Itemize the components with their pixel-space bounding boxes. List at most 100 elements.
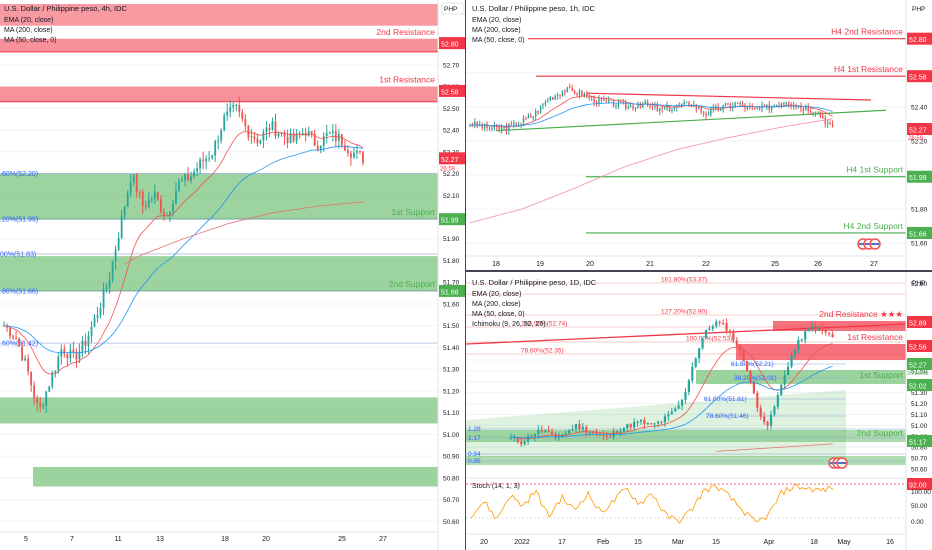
candle (581, 89, 583, 97)
chart-1h[interactable]: H4 2nd Resistance H4 1st Resistance H4 1st… (466, 0, 932, 270)
candle (510, 120, 513, 126)
price-tick: 51.50 (443, 323, 460, 330)
ema-20-line (3, 270, 128, 375)
price-tick: 51.50 (911, 368, 928, 375)
x-tick: 27 (379, 536, 387, 543)
x-tick: Mar (672, 539, 685, 546)
candle (144, 200, 147, 211)
candle (710, 106, 712, 118)
price-tick: 51.30 (911, 390, 928, 397)
event-flag-icon[interactable] (857, 238, 881, 250)
price-tick: 52.40 (911, 104, 928, 111)
candle (556, 92, 559, 100)
event-flag-icon[interactable] (828, 457, 848, 469)
price-tick: 52.20 (443, 171, 460, 178)
stoch-k-line (470, 483, 834, 524)
svg-text:51.66: 51.66 (909, 231, 927, 238)
candle (744, 102, 746, 113)
candle (742, 348, 745, 362)
candle (643, 417, 646, 429)
candle (646, 422, 649, 426)
chart-1d[interactable]: 161.80%(53.37) 127.20%(52.90) 100.00%(52.7… (466, 272, 932, 550)
candle (108, 271, 111, 294)
candle (337, 129, 340, 149)
candle (479, 120, 481, 127)
price-tick: 51.70 (443, 280, 460, 287)
chart-4h[interactable]: 2nd Resistance 1st Resistance 1st Support 2… (0, 0, 465, 270)
candle (650, 422, 653, 425)
candle (544, 99, 547, 107)
candle (824, 115, 826, 128)
candle (12, 334, 14, 341)
candle (120, 209, 123, 240)
chart-svg[interactable]: H4 2nd Resistance H4 1st Resistance H4 1st… (466, 0, 932, 270)
candle (554, 94, 556, 101)
price-tick: 50.90 (443, 454, 460, 461)
zone (0, 38, 438, 52)
fib-label: 1.17 (468, 435, 481, 442)
candle (773, 404, 776, 417)
candle (6, 323, 8, 332)
candle (728, 328, 732, 337)
candle (280, 132, 283, 137)
candle (634, 107, 637, 112)
candle (788, 100, 790, 108)
candle (471, 122, 474, 127)
candle (812, 111, 814, 117)
candle (817, 111, 819, 114)
zone-label: 1st Support (392, 207, 436, 217)
indicator-label: MA (50, close, 0) (472, 37, 525, 44)
candle (561, 90, 564, 97)
candle (569, 83, 571, 89)
candle (483, 123, 486, 132)
candle (732, 329, 735, 344)
level-label: H4 2nd Resistance (831, 27, 903, 37)
candle (763, 412, 766, 425)
candle (513, 119, 515, 128)
candle (196, 162, 198, 176)
candle (42, 403, 45, 410)
candle (566, 86, 569, 93)
price-tick: 52.70 (443, 62, 460, 69)
fib-label: 0.94 (468, 451, 481, 458)
x-tick: 26 (814, 261, 822, 268)
candle (741, 100, 744, 106)
candle (350, 150, 352, 166)
candle (69, 343, 72, 363)
candle (708, 325, 711, 331)
candle (578, 420, 581, 433)
candle (474, 118, 476, 129)
chart-svg[interactable]: 161.80%(53.37) 127.20%(52.90) 100.00%(52.7… (466, 272, 932, 550)
candle (663, 106, 666, 110)
svg-text:51.66: 51.66 (441, 289, 459, 296)
candle (232, 102, 235, 113)
candle (802, 106, 805, 115)
ma-200-line (469, 118, 833, 224)
trendline (466, 323, 907, 345)
fib-label: 100.00%(52.53) (686, 336, 732, 343)
price-tag: 51.66 (907, 226, 932, 239)
candle (520, 438, 523, 448)
candle (626, 423, 629, 432)
candle (756, 390, 759, 413)
candle (547, 425, 550, 433)
candle (637, 101, 639, 109)
candle (505, 122, 508, 135)
candle (668, 105, 671, 113)
candle (831, 120, 834, 128)
candle (325, 124, 328, 144)
candle (547, 97, 549, 104)
x-tick: 18 (221, 536, 229, 543)
candle (141, 189, 144, 214)
candle (814, 111, 817, 117)
svg-text:52.27: 52.27 (909, 363, 927, 370)
candle (99, 302, 102, 319)
candle (193, 168, 195, 179)
candle (532, 116, 534, 121)
candle (353, 147, 355, 159)
candle (549, 96, 551, 102)
candle (564, 88, 566, 96)
